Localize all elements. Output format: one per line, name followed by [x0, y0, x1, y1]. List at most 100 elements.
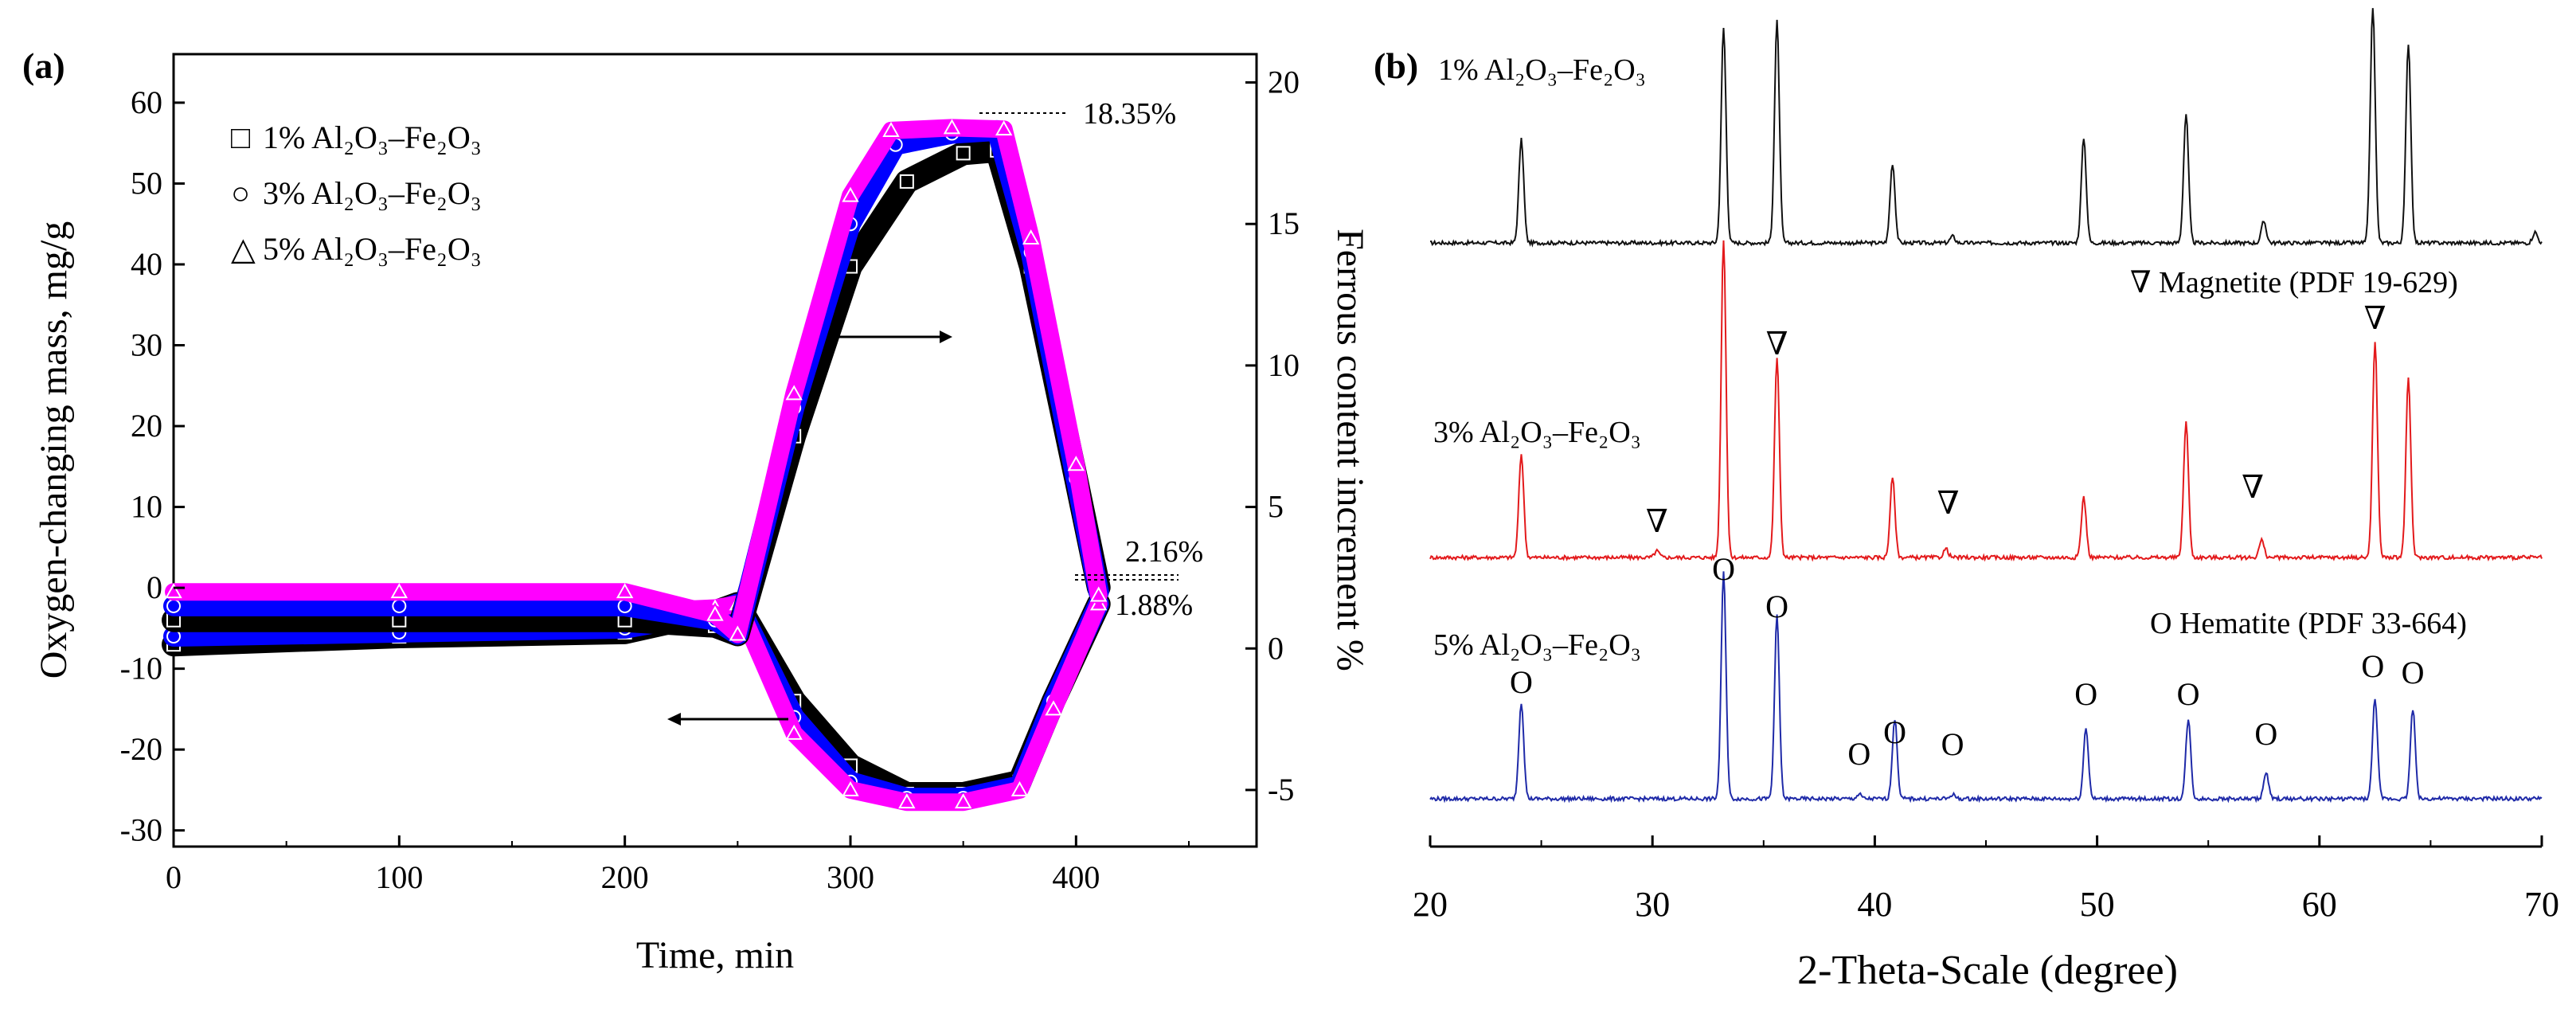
- panel-a-x-title: Time, min: [636, 934, 794, 976]
- y2-tick-label-a: -5: [1268, 772, 1294, 808]
- panel-b-x-title: 2-Theta-Scale (degree): [1797, 948, 2178, 993]
- series-marker-a-2: [882, 121, 900, 137]
- series-marker-a-0: [956, 146, 971, 161]
- y-tick-label-a: 50: [131, 165, 162, 201]
- panel-a-frame: [172, 53, 1258, 848]
- y-tick-label-a: -20: [120, 731, 162, 767]
- annot-1-88: 1.88%: [1115, 589, 1193, 622]
- legend-label-5pct: 5% Al₂O₃–Fe₂O₃: [263, 231, 482, 267]
- arrow-left-axis-head: [667, 713, 681, 726]
- hematite-marker: O: [1510, 664, 1533, 700]
- y-tick-label-a: -10: [120, 651, 162, 686]
- legend-marker-5pct: △: [231, 231, 256, 267]
- y-tick-label-a: 10: [131, 489, 162, 525]
- x-tick-label-b: 50: [2080, 885, 2115, 924]
- arrow-right-axis-head: [940, 331, 952, 343]
- x-tick-label-a: 0: [166, 859, 182, 895]
- x-tick-label-a: 300: [827, 859, 874, 895]
- series-marker-a-2: [1089, 586, 1108, 602]
- xrd-trace-2: [1429, 571, 2543, 804]
- panel-a-axes: 0 100 200 300 4006050403020100-10-20-3020151…: [120, 65, 1300, 895]
- legend-marker-3pct: ○: [231, 175, 250, 211]
- hematite-marker: O: [1883, 714, 1906, 750]
- series-marker-a-2: [785, 385, 803, 401]
- x-tick-label-b: 30: [1635, 885, 1670, 924]
- series-marker-a-2: [616, 583, 634, 599]
- panel-a-series-group: [162, 119, 1111, 812]
- panel-b-label: (b): [1374, 45, 1418, 86]
- panel-a-legend: □ 1% Al₂O₃–Fe₂O₃ ○ 3% Al₂O₃–Fe₂O₃ △ 5% A…: [231, 119, 482, 267]
- series-marker-a-2: [842, 186, 859, 202]
- magnetite-marker: ∇: [1937, 485, 1960, 521]
- hematite-marker: O: [1765, 589, 1788, 624]
- trace-label-1pct: 1% Al₂O₃–Fe₂O₃: [1438, 53, 1646, 87]
- series-line-a-2: [165, 119, 1108, 643]
- hematite-marker: O: [2177, 676, 2200, 712]
- series-marker-a-2: [165, 583, 182, 599]
- magnetite-marker: ∇: [1766, 326, 1788, 362]
- hematite-marker: O: [1847, 736, 1870, 772]
- legend-marker-1pct: □: [231, 119, 250, 155]
- series-marker-a-2: [995, 120, 1013, 136]
- xrd-trace-0: [1429, 8, 2543, 248]
- panel-a-annotations: 18.35% 2.16% 1.88%: [979, 97, 1203, 622]
- series-marker-a-2: [1067, 456, 1085, 471]
- series-marker-a-5: [898, 793, 916, 809]
- panel-a-y-title: Oxygen-changing mass, mg/g: [33, 221, 75, 679]
- x-tick-label-a: 400: [1052, 859, 1100, 895]
- y2-tick-label-a: 5: [1268, 489, 1284, 525]
- series-marker-a-2: [729, 625, 747, 641]
- x-tick-label-a: 100: [375, 859, 423, 895]
- series-marker-a-5: [785, 724, 803, 740]
- y-tick-label-a: -30: [120, 812, 162, 848]
- series-marker-a-0: [899, 174, 914, 189]
- y-tick-label-a: 60: [131, 84, 162, 120]
- xrd-trace-1: [1429, 240, 2543, 562]
- y-tick-label-a: 0: [147, 569, 162, 605]
- trace-label-3pct: 3% Al₂O₃–Fe₂O₃: [1433, 416, 1641, 449]
- series-marker-a-5: [954, 793, 972, 809]
- magnetite-marker: ∇: [1646, 503, 1668, 539]
- legend-label-1pct: 1% Al₂O₃–Fe₂O₃: [263, 119, 482, 155]
- series-marker-a-5: [1045, 700, 1062, 716]
- hematite-marker: O: [2074, 676, 2097, 712]
- panel-a: (a) 0 100 200 300 4006050403020100-10-20-302…: [22, 45, 1371, 976]
- x-tick-label-b: 20: [1413, 885, 1448, 924]
- legend-label-3pct: 3% Al₂O₃–Fe₂O₃: [263, 175, 482, 211]
- panel-a-y2-title: Ferrous content increment %: [1329, 229, 1371, 671]
- y2-tick-label-a: 0: [1268, 630, 1284, 666]
- magnetite-marker: ∇: [2242, 469, 2264, 505]
- y2-tick-label-a: 20: [1268, 65, 1300, 100]
- x-tick-label-b: 40: [1857, 885, 1892, 924]
- series-marker-a-2: [706, 605, 724, 621]
- y-tick-label-a: 30: [131, 327, 162, 363]
- y-tick-label-a: 40: [131, 246, 162, 282]
- y2-tick-label-a: 10: [1268, 347, 1300, 383]
- series-marker-a-2: [390, 583, 408, 599]
- panel-a-label: (a): [22, 45, 65, 86]
- hematite-marker: O: [2402, 655, 2425, 690]
- panel-b-ticks: 20 30 40 50 60 70: [1413, 835, 2559, 924]
- annot-2-16: 2.16%: [1125, 535, 1203, 569]
- legend-magnetite: ∇ Magnetite (PDF 19-629): [2130, 266, 2458, 299]
- hematite-marker: O: [2361, 648, 2384, 684]
- legend-hematite: O Hematite (PDF 33-664): [2150, 607, 2467, 640]
- magnetite-marker: ∇: [2364, 300, 2386, 336]
- x-tick-label-a: 200: [601, 859, 649, 895]
- hematite-marker: O: [1941, 726, 1964, 762]
- series-marker-a-2: [943, 119, 961, 135]
- series-line-a-4: [163, 593, 1109, 809]
- series-line-a-0: [162, 138, 1111, 647]
- x-tick-label-b: 60: [2302, 885, 2337, 924]
- hematite-marker: O: [1712, 551, 1735, 587]
- hematite-marker: O: [2254, 716, 2277, 752]
- y-tick-label-a: 20: [131, 408, 162, 444]
- x-tick-label-b: 70: [2524, 885, 2559, 924]
- trace-label-5pct: 5% Al₂O₃–Fe₂O₃: [1433, 628, 1641, 662]
- series-marker-a-5: [842, 780, 859, 796]
- series-marker-a-2: [1022, 229, 1040, 244]
- y2-tick-label-a: 15: [1268, 205, 1300, 241]
